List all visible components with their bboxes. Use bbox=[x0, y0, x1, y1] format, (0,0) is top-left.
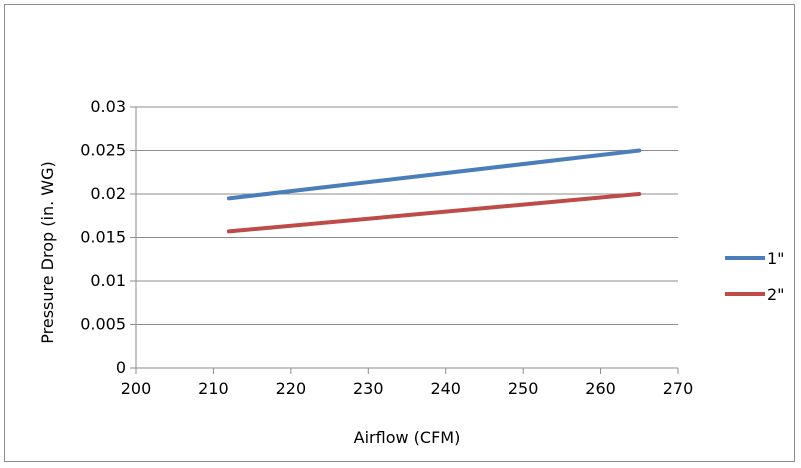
legend-label-2: 2" bbox=[767, 285, 785, 304]
x-tick-label: 220 bbox=[276, 379, 307, 398]
y-axis-label: Pressure Drop (in. WG) bbox=[38, 161, 57, 343]
y-tick-labels: 0 0.005 0.01 0.015 0.02 0.025 0.03 bbox=[80, 97, 126, 377]
y-tick-label: 0.03 bbox=[90, 97, 126, 116]
x-tick-label: 270 bbox=[663, 379, 694, 398]
y-tick-label: 0.02 bbox=[90, 184, 126, 203]
y-tick-label: 0.01 bbox=[90, 271, 126, 290]
series-line-2 bbox=[226, 192, 642, 234]
series-lines bbox=[226, 148, 642, 234]
x-tick-label: 230 bbox=[353, 379, 384, 398]
gridlines bbox=[136, 106, 678, 325]
y-tick-label: 0.025 bbox=[80, 141, 126, 160]
y-tick-label: 0 bbox=[116, 358, 126, 377]
x-tick-label: 210 bbox=[198, 379, 229, 398]
x-tick-label: 200 bbox=[121, 379, 152, 398]
legend: 1" 2" bbox=[725, 249, 785, 304]
legend-label-1: 1" bbox=[767, 249, 785, 268]
x-tick-label: 250 bbox=[508, 379, 539, 398]
x-axis-label: Airflow (CFM) bbox=[354, 428, 461, 447]
axes bbox=[130, 106, 679, 374]
x-tick-label: 260 bbox=[585, 379, 616, 398]
series-line-1 bbox=[226, 148, 642, 201]
x-tick-labels: 200 210 220 230 240 250 260 270 bbox=[121, 379, 694, 398]
x-tick-label: 240 bbox=[430, 379, 461, 398]
y-tick-label: 0.005 bbox=[80, 315, 126, 334]
y-tick-label: 0.015 bbox=[80, 228, 126, 247]
